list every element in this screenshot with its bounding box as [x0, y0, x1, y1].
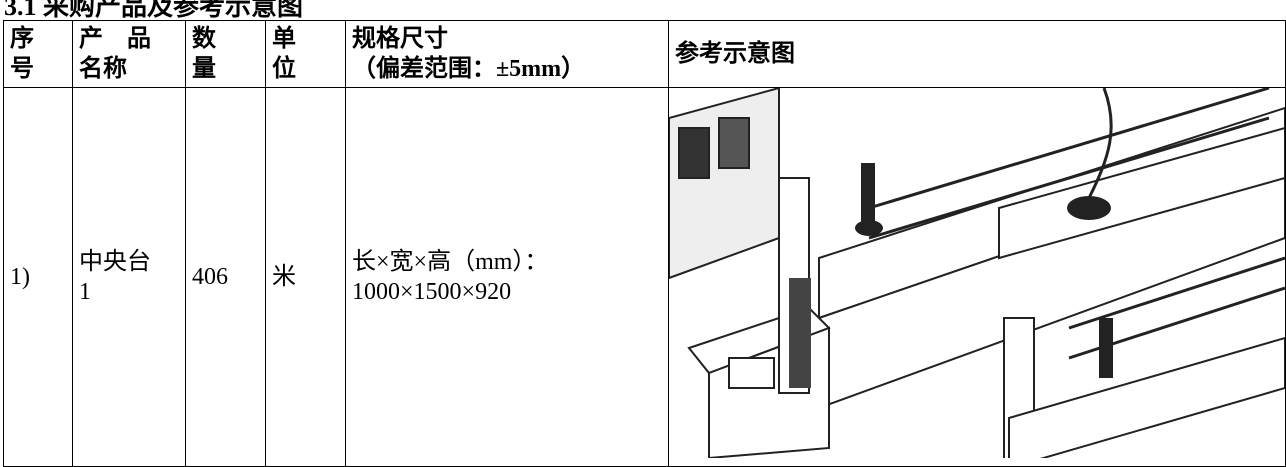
picture-cell	[668, 87, 1286, 467]
cell-line: 中央台	[79, 249, 151, 275]
cell-line: 位	[272, 56, 296, 82]
cell-line: 量	[192, 56, 216, 82]
table-body: 1) 中央台 1 406 米 长×宽×高（mm）： 1000×1500×920	[3, 87, 1286, 467]
cell-line: 米	[272, 264, 296, 290]
cell-line: （偏差范围：±5mm）	[352, 56, 586, 82]
header-row: 序号产 品名称数量单位规格尺寸 （偏差范围：±5mm） 参考示意图	[3, 20, 1286, 88]
cell-line: 序	[10, 26, 34, 52]
cell-line: 1000×1500×920	[352, 279, 512, 305]
section-heading: 3.1 采购产品及参考示意图	[4, 0, 304, 21]
header-cell: 数量	[185, 20, 266, 88]
table-cell: 中央台 1	[72, 87, 186, 467]
cell-line: 号	[10, 56, 34, 82]
header-cell: 单位	[265, 20, 346, 88]
table-cell: 米	[265, 87, 346, 467]
product-table: 序号产 品名称数量单位规格尺寸 （偏差范围：±5mm） 参考示意图 1) 中央台 1 40…	[3, 20, 1286, 467]
table-cell: 1)	[3, 87, 73, 467]
cell-line: 产 品	[79, 26, 151, 52]
table-cell: 406	[185, 87, 266, 467]
cell-line: 数	[192, 26, 216, 52]
cell-line: 1)	[10, 264, 30, 290]
table-row: 1) 中央台 1 406 米 长×宽×高（mm）： 1000×1500×920	[3, 87, 1286, 467]
lab-bench-illustration	[669, 88, 1285, 466]
cell-line: 规格尺寸	[352, 26, 448, 52]
cell-line: 406	[192, 264, 228, 290]
header-cell: 序号	[3, 20, 73, 88]
cell-line: 参考示意图	[675, 41, 795, 67]
cell-line: 1	[79, 279, 91, 305]
cell-line: 单	[272, 26, 296, 52]
header-cell: 规格尺寸 （偏差范围：±5mm）	[345, 20, 669, 88]
cell-line: 名称	[79, 56, 127, 82]
page: 3.1 采购产品及参考示意图 序号产 品名称数量单位规格尺寸 （偏差范围：±5mm…	[3, 0, 1286, 467]
cell-line: 长×宽×高（mm）：	[352, 249, 549, 275]
table-cell: 长×宽×高（mm）： 1000×1500×920	[345, 87, 669, 467]
header-cell: 产 品名称	[72, 20, 186, 88]
header-cell: 参考示意图	[668, 20, 1286, 88]
